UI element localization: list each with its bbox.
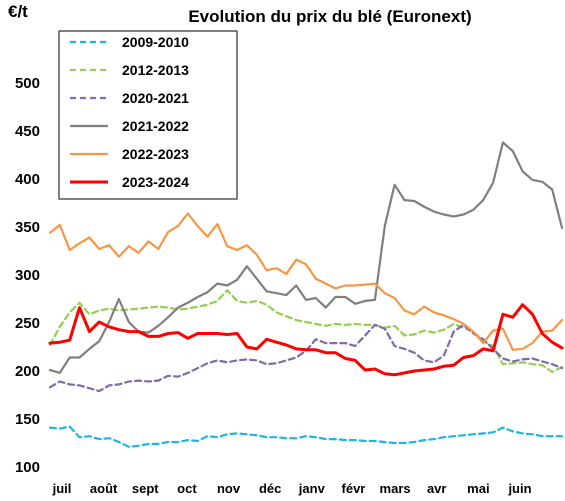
x-tick-label: août	[90, 481, 118, 496]
series-line-2020-2021	[48, 323, 564, 393]
series-line-2021-2022	[48, 141, 564, 374]
x-tick-label: déc	[259, 481, 281, 496]
chart-title: Evolution du prix du blé (Euronext)	[188, 7, 471, 26]
legend: 2009-2010 2012-2013 2020-2021 2021-2022 2022…	[58, 30, 238, 200]
x-tick-label: févr	[342, 481, 366, 496]
legend-label: 2012-2013	[122, 62, 189, 78]
x-tick-label: juil	[52, 481, 72, 496]
legend-box	[58, 30, 238, 200]
y-tick-label: 150	[15, 411, 40, 428]
legend-label: 2009-2010	[122, 34, 189, 50]
x-tick-label: nov	[217, 481, 241, 496]
y-tick-label: 450	[15, 123, 40, 140]
x-tick-label: mai	[467, 481, 489, 496]
x-tick-label: mars	[380, 481, 411, 496]
legend-label: 2021-2022	[122, 118, 189, 134]
x-tick-label: janv	[298, 481, 326, 496]
x-tick-label: juin	[507, 481, 531, 496]
y-tick-label: 250	[15, 315, 40, 332]
x-tick-label: avr	[427, 481, 447, 496]
y-tick-label: 100	[15, 459, 40, 476]
legend-label: 2023-2024	[122, 174, 189, 190]
legend-label: 2020-2021	[122, 90, 189, 106]
series-line-2022-2023	[48, 212, 564, 351]
y-tick-label: 500	[15, 75, 40, 92]
x-axis-ticks: juil août sept oct nov déc janv févr mars avr mai j…	[52, 481, 532, 496]
series-line-2009-2010	[48, 425, 564, 448]
y-tick-label: 300	[15, 267, 40, 284]
legend-label: 2022-2023	[122, 146, 189, 162]
y-tick-label: 400	[15, 171, 40, 188]
series-line-2023-2024	[48, 303, 564, 377]
y-axis-label: €/t	[8, 2, 28, 21]
series-lines	[48, 141, 564, 448]
y-tick-label: 200	[15, 363, 40, 380]
y-axis-ticks: 100 150 200 250 300 350 400 450 500	[15, 75, 40, 476]
x-tick-label: sept	[132, 481, 159, 496]
x-tick-label: oct	[177, 481, 197, 496]
y-tick-label: 350	[15, 219, 40, 236]
